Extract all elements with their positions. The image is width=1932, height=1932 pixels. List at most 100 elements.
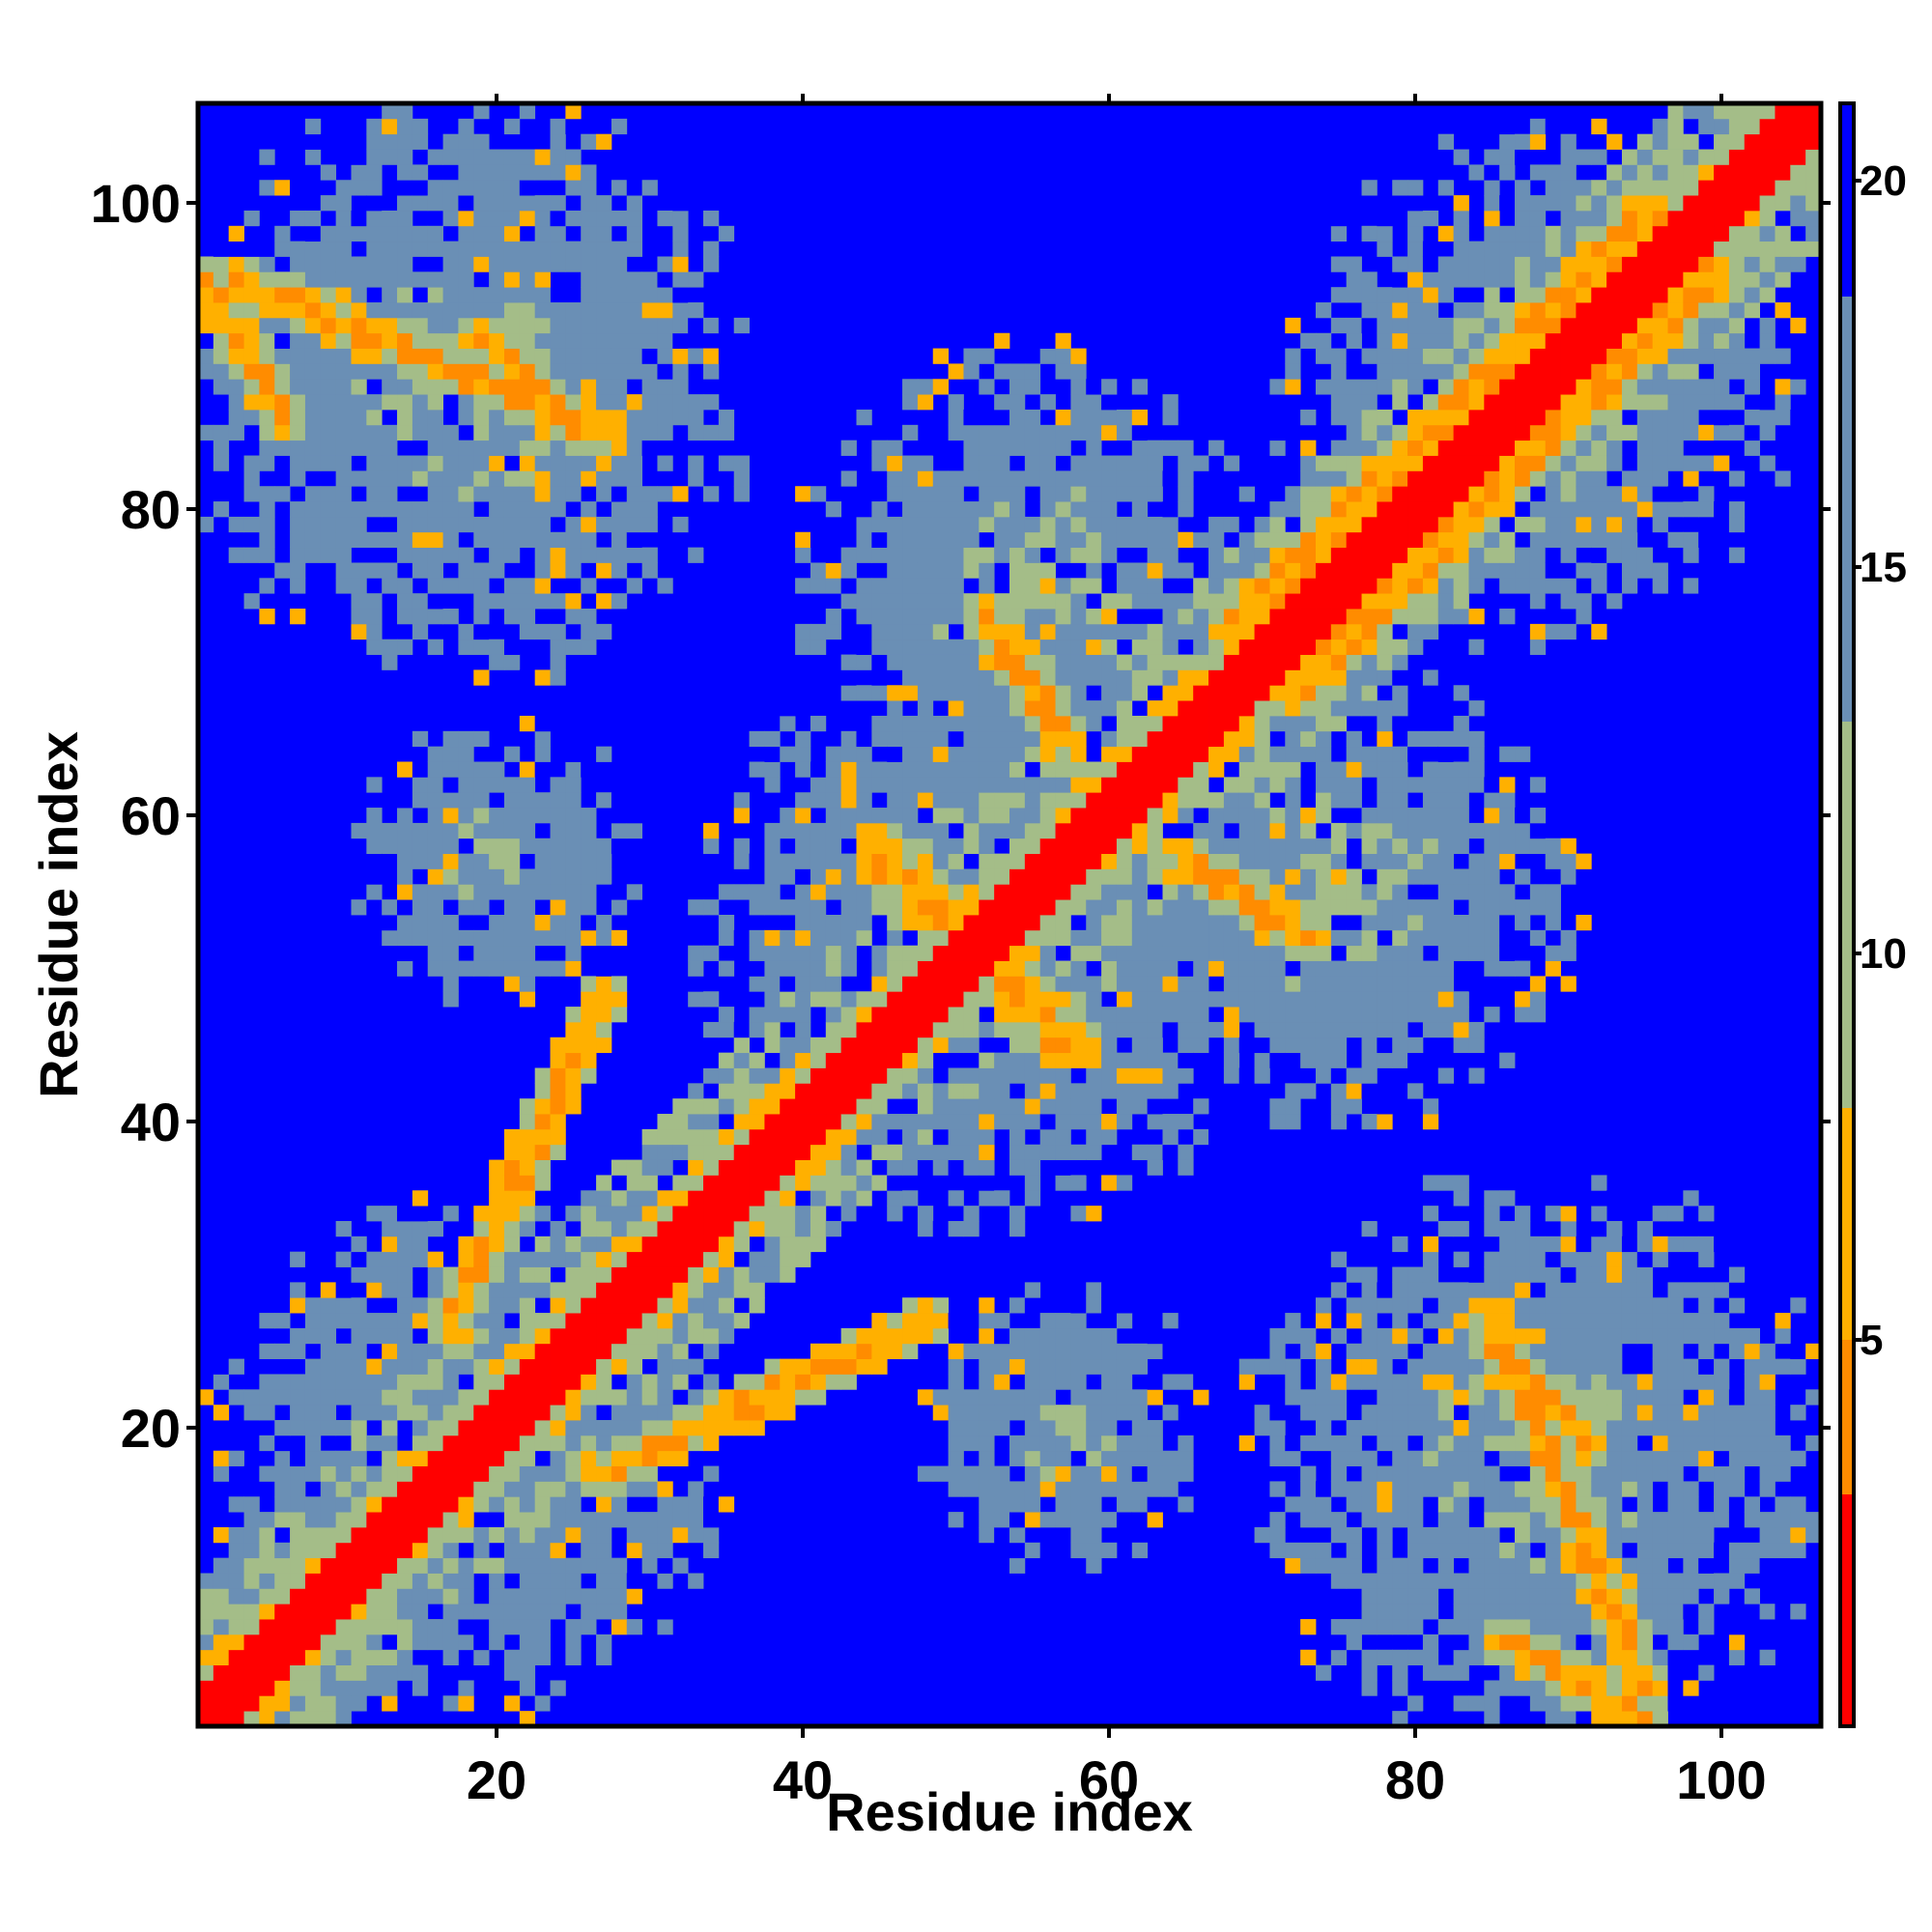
heatmap-cell xyxy=(259,516,275,533)
heatmap-cell xyxy=(503,1496,521,1513)
heatmap-cell xyxy=(1208,609,1225,625)
heatmap-cell xyxy=(1330,669,1348,686)
heatmap-cell xyxy=(626,1465,643,1482)
heatmap-cell xyxy=(810,899,827,916)
heatmap-cell xyxy=(427,639,443,655)
heatmap-cell xyxy=(1392,822,1408,839)
heatmap-cell xyxy=(274,1634,291,1651)
heatmap-cell xyxy=(489,363,505,380)
heatmap-cell xyxy=(1437,271,1455,288)
heatmap-cell xyxy=(672,1496,689,1513)
heatmap-cell xyxy=(1315,1405,1332,1421)
heatmap-cell xyxy=(397,103,413,120)
heatmap-cell xyxy=(917,976,934,992)
heatmap-cell xyxy=(917,838,934,854)
heatmap-cell xyxy=(565,1526,582,1544)
heatmap-cell xyxy=(1392,792,1408,809)
heatmap-cell xyxy=(856,929,872,947)
heatmap-cell xyxy=(198,516,214,533)
heatmap-cell xyxy=(840,669,857,686)
heatmap-cell xyxy=(1070,470,1087,487)
heatmap-cell xyxy=(1009,1067,1026,1084)
heatmap-cell xyxy=(534,1159,551,1176)
heatmap-cell xyxy=(1208,1021,1225,1038)
heatmap-cell xyxy=(688,991,704,1008)
heatmap-cell xyxy=(871,899,888,916)
heatmap-cell xyxy=(397,1236,413,1253)
heatmap-cell xyxy=(1147,1052,1163,1068)
heatmap-cell xyxy=(1024,623,1041,640)
heatmap-cell xyxy=(366,1588,383,1605)
heatmap-cell xyxy=(397,761,413,778)
heatmap-cell xyxy=(1437,1481,1455,1497)
heatmap-cell xyxy=(1361,685,1378,701)
heatmap-cell xyxy=(994,547,1010,563)
heatmap-cell xyxy=(1407,501,1424,518)
heatmap-cell xyxy=(397,1358,413,1375)
heatmap-cell xyxy=(626,808,643,824)
heatmap-cell xyxy=(1147,1067,1163,1084)
heatmap-cell xyxy=(1269,1098,1286,1115)
heatmap-cell xyxy=(810,777,827,793)
heatmap-cell xyxy=(1178,562,1194,579)
heatmap-cell xyxy=(427,960,443,977)
heatmap-cell xyxy=(489,1496,505,1513)
heatmap-cell xyxy=(626,1343,643,1360)
heatmap-cell xyxy=(1392,976,1408,992)
heatmap-cell xyxy=(442,838,459,854)
heatmap-cell xyxy=(1361,700,1378,717)
heatmap-cell xyxy=(1086,562,1102,579)
heatmap-cell xyxy=(840,746,857,762)
heatmap-cell xyxy=(1453,1313,1469,1329)
heatmap-cell xyxy=(840,470,857,487)
heatmap-cell xyxy=(503,1144,521,1160)
heatmap-cell xyxy=(825,1190,842,1207)
heatmap-cell xyxy=(994,1083,1010,1099)
heatmap-cell xyxy=(917,1007,934,1023)
heatmap-cell xyxy=(902,1343,919,1360)
heatmap-cell xyxy=(626,486,643,502)
heatmap-cell xyxy=(397,1297,413,1314)
heatmap-cell xyxy=(397,1389,413,1406)
heatmap-cell xyxy=(335,470,352,487)
heatmap-cell xyxy=(304,149,322,165)
heatmap-cell xyxy=(1330,486,1348,502)
heatmap-cell xyxy=(458,1634,474,1651)
heatmap-cell xyxy=(1330,654,1348,670)
heatmap-cell xyxy=(596,317,612,334)
heatmap-cell xyxy=(810,1358,827,1375)
heatmap-cell xyxy=(1024,868,1041,885)
heatmap-cell xyxy=(963,1128,980,1146)
heatmap-cell xyxy=(1285,1021,1301,1038)
heatmap-cell xyxy=(397,639,413,655)
heatmap-cell xyxy=(458,133,474,150)
heatmap-cell xyxy=(1422,1236,1439,1253)
heatmap-cell xyxy=(1499,1358,1516,1375)
heatmap-cell xyxy=(611,838,628,854)
heatmap-cell xyxy=(1024,960,1041,977)
heatmap-cell xyxy=(1437,317,1455,334)
heatmap-cell xyxy=(304,1313,322,1329)
heatmap-cell xyxy=(1193,685,1209,701)
heatmap-cell xyxy=(1070,1052,1087,1068)
heatmap-cell xyxy=(1131,455,1149,471)
heatmap-cell xyxy=(503,1266,521,1283)
heatmap-cell xyxy=(519,1604,536,1620)
heatmap-cell xyxy=(718,1128,735,1146)
heatmap-cell xyxy=(626,1435,643,1452)
heatmap-cell xyxy=(1055,1465,1071,1482)
heatmap-cell xyxy=(382,225,398,242)
heatmap-cell xyxy=(519,1680,536,1696)
heatmap-cell xyxy=(1039,1007,1056,1023)
heatmap-cell xyxy=(1178,884,1194,900)
heatmap-cell xyxy=(427,1282,443,1298)
heatmap-cell xyxy=(979,623,995,640)
heatmap-cell xyxy=(688,1420,704,1436)
heatmap-cell xyxy=(1300,516,1317,533)
heatmap-cell xyxy=(1468,1481,1485,1497)
heatmap-cell xyxy=(1223,1067,1240,1084)
heatmap-cell xyxy=(994,991,1010,1008)
heatmap-cell xyxy=(1101,1282,1118,1298)
heatmap-cell xyxy=(1116,715,1133,732)
heatmap-cell xyxy=(718,225,735,242)
